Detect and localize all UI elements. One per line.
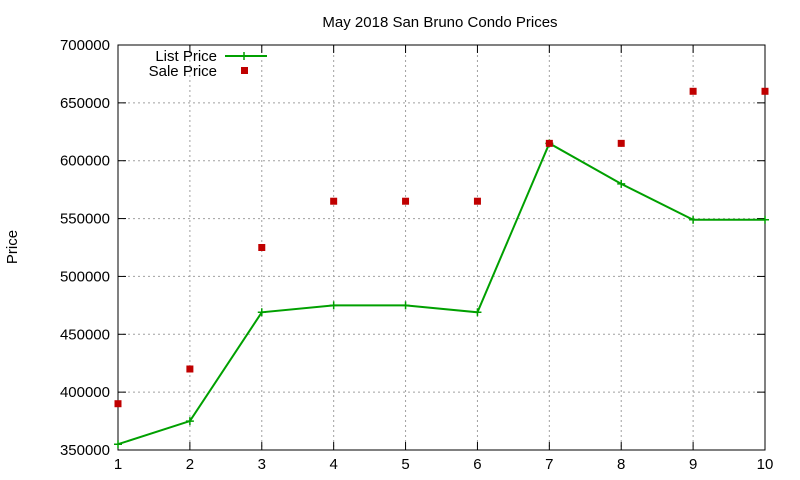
sale-price-point (473, 197, 481, 205)
data-series (114, 87, 769, 449)
legend-marker-sale-price (241, 67, 248, 74)
sale-price-point (258, 244, 266, 251)
x-tick-label: 5 (401, 456, 409, 473)
legend-marker-list-price (240, 52, 248, 60)
y-tick-label: 400000 (60, 384, 110, 401)
list-price-point (185, 417, 194, 426)
legend-label-list-price: List Price (155, 48, 217, 65)
list-price-point (329, 301, 338, 310)
y-tick-label: 350000 (60, 442, 110, 459)
legend: List Price Sale Price (149, 48, 267, 80)
sale-price-point (402, 197, 410, 205)
sale-price-point (761, 87, 769, 95)
sale-price-point (330, 197, 338, 205)
y-tick-label: 450000 (60, 326, 110, 343)
y-tick-label: 550000 (60, 211, 110, 228)
x-tick-label: 1 (114, 456, 122, 473)
list-price-point (257, 308, 266, 317)
y-tick-label: 650000 (60, 95, 110, 112)
list-price-point (617, 179, 626, 188)
y-axis-label: Price (4, 230, 21, 264)
x-tick-label: 6 (473, 456, 481, 473)
list-price-point (689, 215, 698, 224)
x-tick-label: 9 (689, 456, 697, 473)
sale-price-point (617, 139, 625, 147)
sale-price-point (114, 400, 122, 408)
list-price-point (114, 440, 122, 449)
x-tick-label: 8 (617, 456, 625, 473)
x-axis-ticks: 1 2 3 4 5 6 7 8 9 10 (114, 45, 774, 473)
y-tick-label: 700000 (60, 37, 110, 54)
list-price-line (117, 141, 765, 446)
x-tick-label: 2 (186, 456, 194, 473)
plot-area-frame (117, 44, 766, 451)
sale-price-point (545, 139, 553, 147)
x-tick-label: 4 (329, 456, 337, 473)
legend-label-sale-price: Sale Price (149, 63, 217, 80)
y-tick-label: 500000 (60, 268, 110, 285)
x-tick-label: 3 (258, 456, 266, 473)
sale-price-point (186, 365, 194, 373)
grid-lines (118, 45, 765, 450)
x-tick-label: 7 (545, 456, 553, 473)
y-tick-label: 600000 (60, 153, 110, 170)
y-axis-ticks: 350000 400000 450000 500000 550000 600000 6500… (60, 37, 765, 459)
sale-price-point (689, 87, 697, 95)
list-price-point (473, 308, 482, 317)
list-price-point (401, 301, 410, 310)
chart-title: May 2018 San Bruno Condo Prices (322, 14, 557, 31)
x-tick-label: 10 (757, 456, 774, 473)
list-price-point (761, 215, 769, 224)
